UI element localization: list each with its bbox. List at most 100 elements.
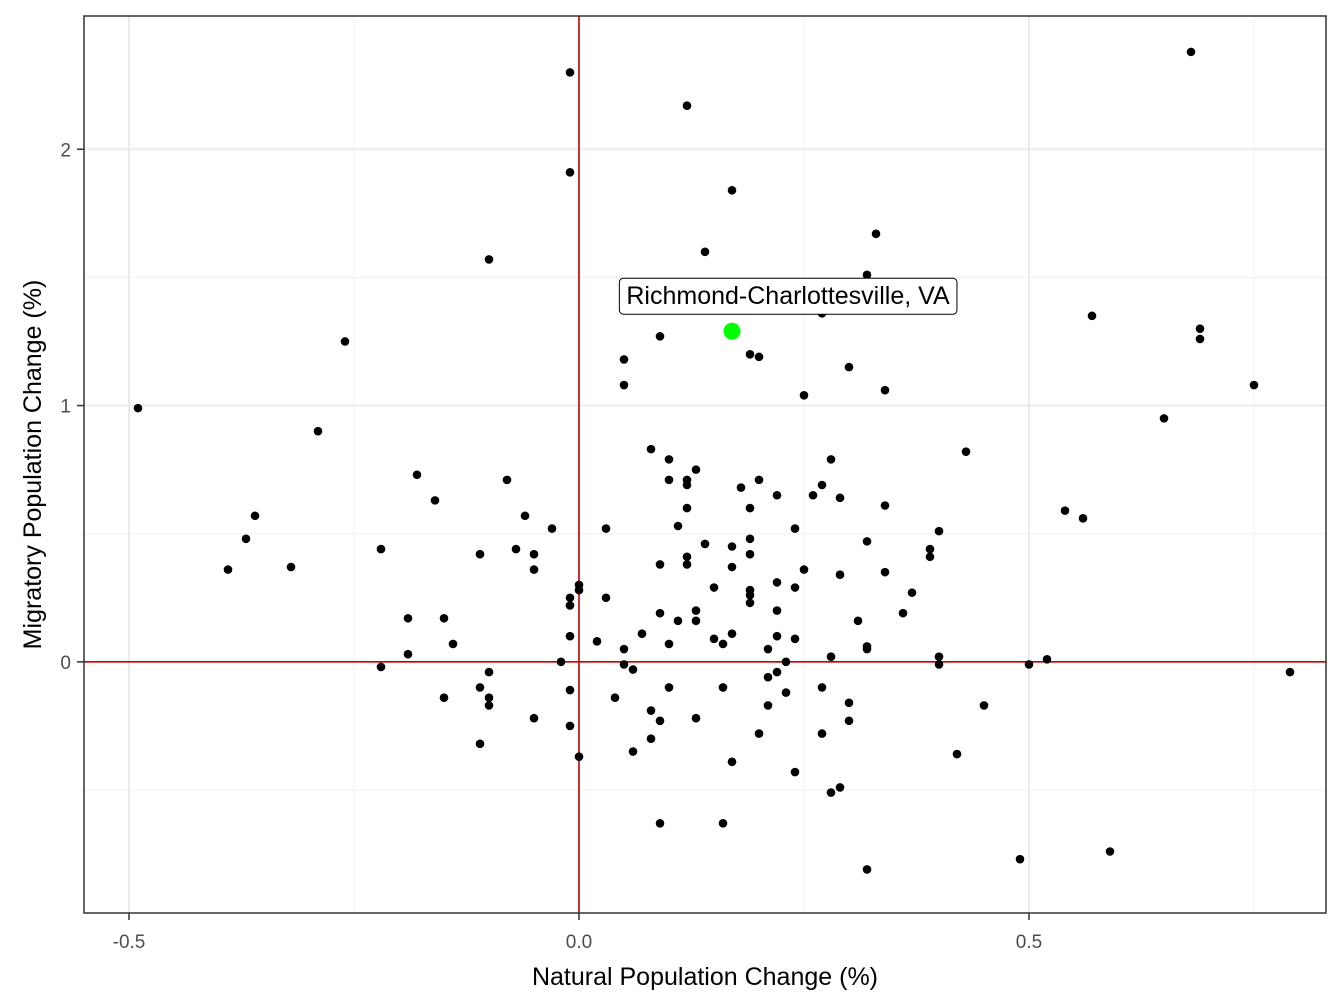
data-point	[484, 667, 494, 677]
data-point	[817, 729, 827, 738]
data-point	[925, 552, 935, 562]
data-point	[646, 706, 656, 715]
data-point	[619, 660, 629, 669]
data-point	[1078, 514, 1088, 523]
data-point	[601, 524, 611, 533]
data-point	[1195, 324, 1205, 333]
data-point	[133, 403, 143, 413]
data-point	[664, 475, 674, 485]
data-point	[1042, 654, 1052, 664]
data-point	[772, 667, 782, 677]
data-point	[799, 391, 809, 400]
data-point	[835, 570, 845, 580]
data-point	[646, 444, 656, 454]
data-point	[772, 631, 782, 641]
data-point	[1105, 847, 1115, 856]
data-point	[502, 475, 512, 485]
data-point	[754, 729, 764, 738]
data-point	[619, 644, 629, 654]
x-axis-ticks: -0.5 0.0 0.5	[113, 913, 1042, 953]
data-point	[376, 544, 386, 554]
data-point	[709, 634, 719, 644]
data-point	[934, 660, 944, 669]
data-point	[979, 701, 989, 710]
data-point	[862, 537, 872, 546]
data-point	[925, 544, 935, 554]
data-point	[565, 631, 575, 641]
data-point	[574, 585, 584, 595]
data-point	[655, 332, 665, 341]
data-point	[565, 685, 575, 695]
data-point	[475, 683, 485, 692]
data-point	[1186, 47, 1196, 57]
minor-gridlines	[84, 16, 1326, 913]
data-point	[745, 503, 755, 513]
data-point	[772, 606, 782, 615]
data-point	[727, 757, 737, 767]
data-point	[727, 185, 737, 195]
panel-border	[83, 15, 1327, 914]
data-point	[790, 583, 800, 592]
data-point	[241, 534, 251, 544]
data-point	[1159, 414, 1169, 423]
data-point	[529, 549, 539, 559]
data-point	[727, 562, 737, 572]
data-point	[628, 665, 638, 674]
data-point	[1087, 311, 1097, 321]
data-point	[520, 511, 530, 521]
data-point	[790, 767, 800, 777]
data-point	[862, 644, 872, 654]
data-point	[790, 524, 800, 533]
data-point	[619, 380, 629, 390]
highlight-label: Richmond-Charlottesville, VA	[626, 282, 950, 310]
data-point	[430, 496, 440, 505]
data-point	[340, 337, 350, 346]
data-point	[961, 447, 971, 456]
data-point	[898, 608, 908, 618]
data-point	[223, 565, 233, 574]
data-point	[484, 701, 494, 710]
data-point	[682, 552, 692, 562]
y-tick-label: 2	[60, 140, 71, 161]
data-point	[826, 652, 836, 662]
data-point	[1060, 506, 1070, 515]
y-axis-title: Migratory Population Change (%)	[19, 280, 47, 650]
data-point	[565, 68, 575, 77]
data-point	[673, 521, 683, 531]
data-point	[718, 819, 728, 828]
data-point	[763, 701, 773, 710]
data-point	[718, 683, 728, 692]
x-tick-label: 0.0	[566, 932, 592, 953]
data-point	[601, 593, 611, 603]
data-point	[682, 101, 692, 110]
data-point	[727, 629, 737, 638]
y-tick-label: 1	[60, 397, 71, 418]
data-point	[844, 362, 854, 372]
data-point	[763, 672, 773, 682]
data-point	[574, 752, 584, 761]
data-point	[664, 455, 674, 464]
data-point	[853, 616, 863, 626]
data-point	[628, 747, 638, 756]
data-point	[610, 693, 620, 703]
data-point	[565, 721, 575, 731]
data-point	[592, 637, 602, 646]
data-point	[781, 657, 791, 667]
data-point	[862, 865, 872, 874]
data-point	[655, 716, 665, 726]
data-point	[1015, 854, 1025, 864]
data-points	[133, 47, 1295, 874]
data-point	[655, 560, 665, 569]
data-point	[439, 613, 449, 623]
data-point	[475, 739, 485, 749]
data-point	[691, 713, 701, 723]
data-point	[709, 583, 719, 592]
data-point	[772, 490, 782, 500]
data-point	[664, 639, 674, 649]
data-point	[727, 542, 737, 551]
data-point	[1024, 660, 1034, 669]
data-point	[403, 649, 413, 659]
data-point	[808, 490, 818, 500]
